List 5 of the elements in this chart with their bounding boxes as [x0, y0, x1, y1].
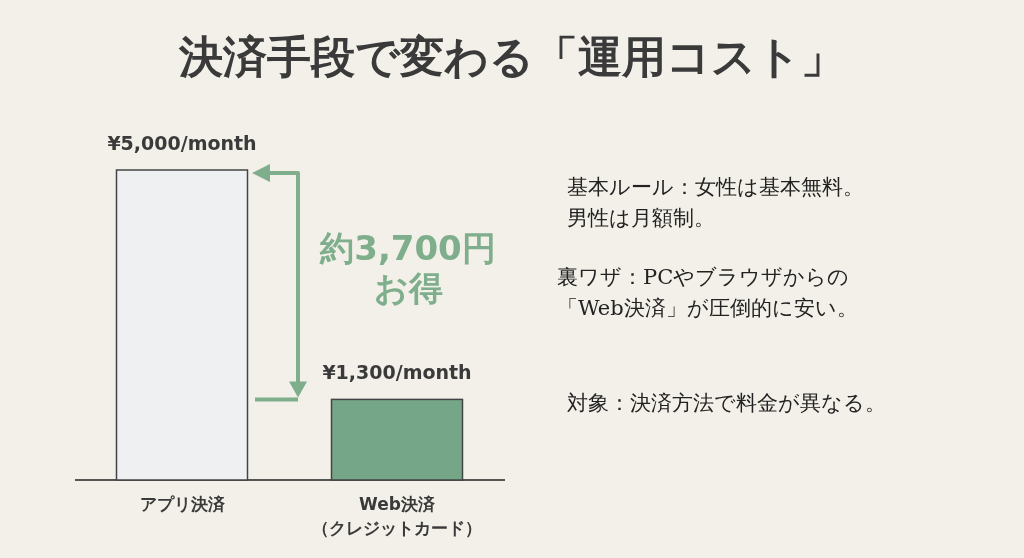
- annotation: 約3,700円お得: [318, 228, 497, 308]
- title: 決済手段で変わる「運用コスト」: [178, 30, 846, 84]
- annotation: 裏ワザ：PCやブラウザからの「Web決済」が圧倒的に安い。: [557, 264, 859, 322]
- annotation: 基本ルール：女性は基本無料。男性は月額制。: [567, 174, 865, 232]
- annotation: 対象：決済方法で料金が異なる。: [567, 390, 887, 417]
